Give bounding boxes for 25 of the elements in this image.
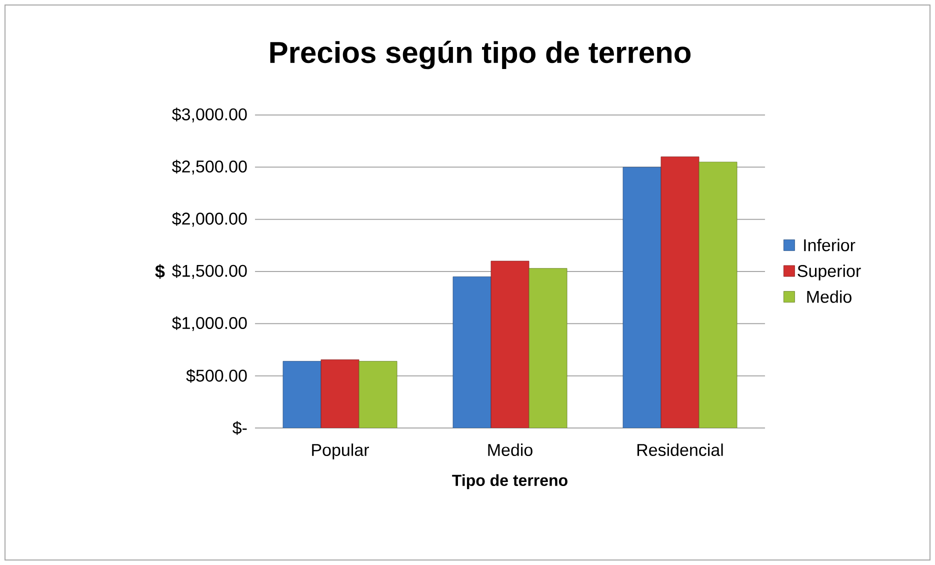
y-axis-title: $ bbox=[155, 264, 165, 279]
bar bbox=[452, 276, 492, 428]
legend-label: Superior bbox=[798, 264, 861, 280]
bar bbox=[282, 361, 322, 428]
bar bbox=[622, 166, 662, 428]
legend-label: Inferior bbox=[804, 238, 856, 252]
bar bbox=[490, 260, 530, 428]
bar bbox=[698, 162, 738, 428]
y-tick-label: $- bbox=[232, 421, 247, 435]
bar bbox=[358, 361, 398, 428]
y-tick-label: $1,000.00 bbox=[172, 316, 247, 332]
x-axis-title: Tipo de terreno bbox=[452, 474, 568, 490]
x-tick-label: Popular bbox=[312, 444, 370, 460]
bar bbox=[660, 156, 700, 428]
bar bbox=[320, 359, 360, 428]
x-tick-label: Residencial bbox=[637, 444, 723, 456]
y-tick-label: $1,500.00 bbox=[172, 264, 247, 279]
chart-title: Precios según tipo de terreno bbox=[270, 40, 691, 70]
y-tick-label: $3,000.00 bbox=[172, 108, 247, 122]
y-tick-label: $2,500.00 bbox=[172, 160, 247, 175]
x-tick-label: Medio bbox=[488, 444, 532, 456]
y-tick-label: $2,000.00 bbox=[172, 212, 247, 227]
legend-label: Medio bbox=[807, 290, 852, 303]
y-tick-label: $500.00 bbox=[186, 368, 247, 383]
bar bbox=[528, 268, 568, 428]
